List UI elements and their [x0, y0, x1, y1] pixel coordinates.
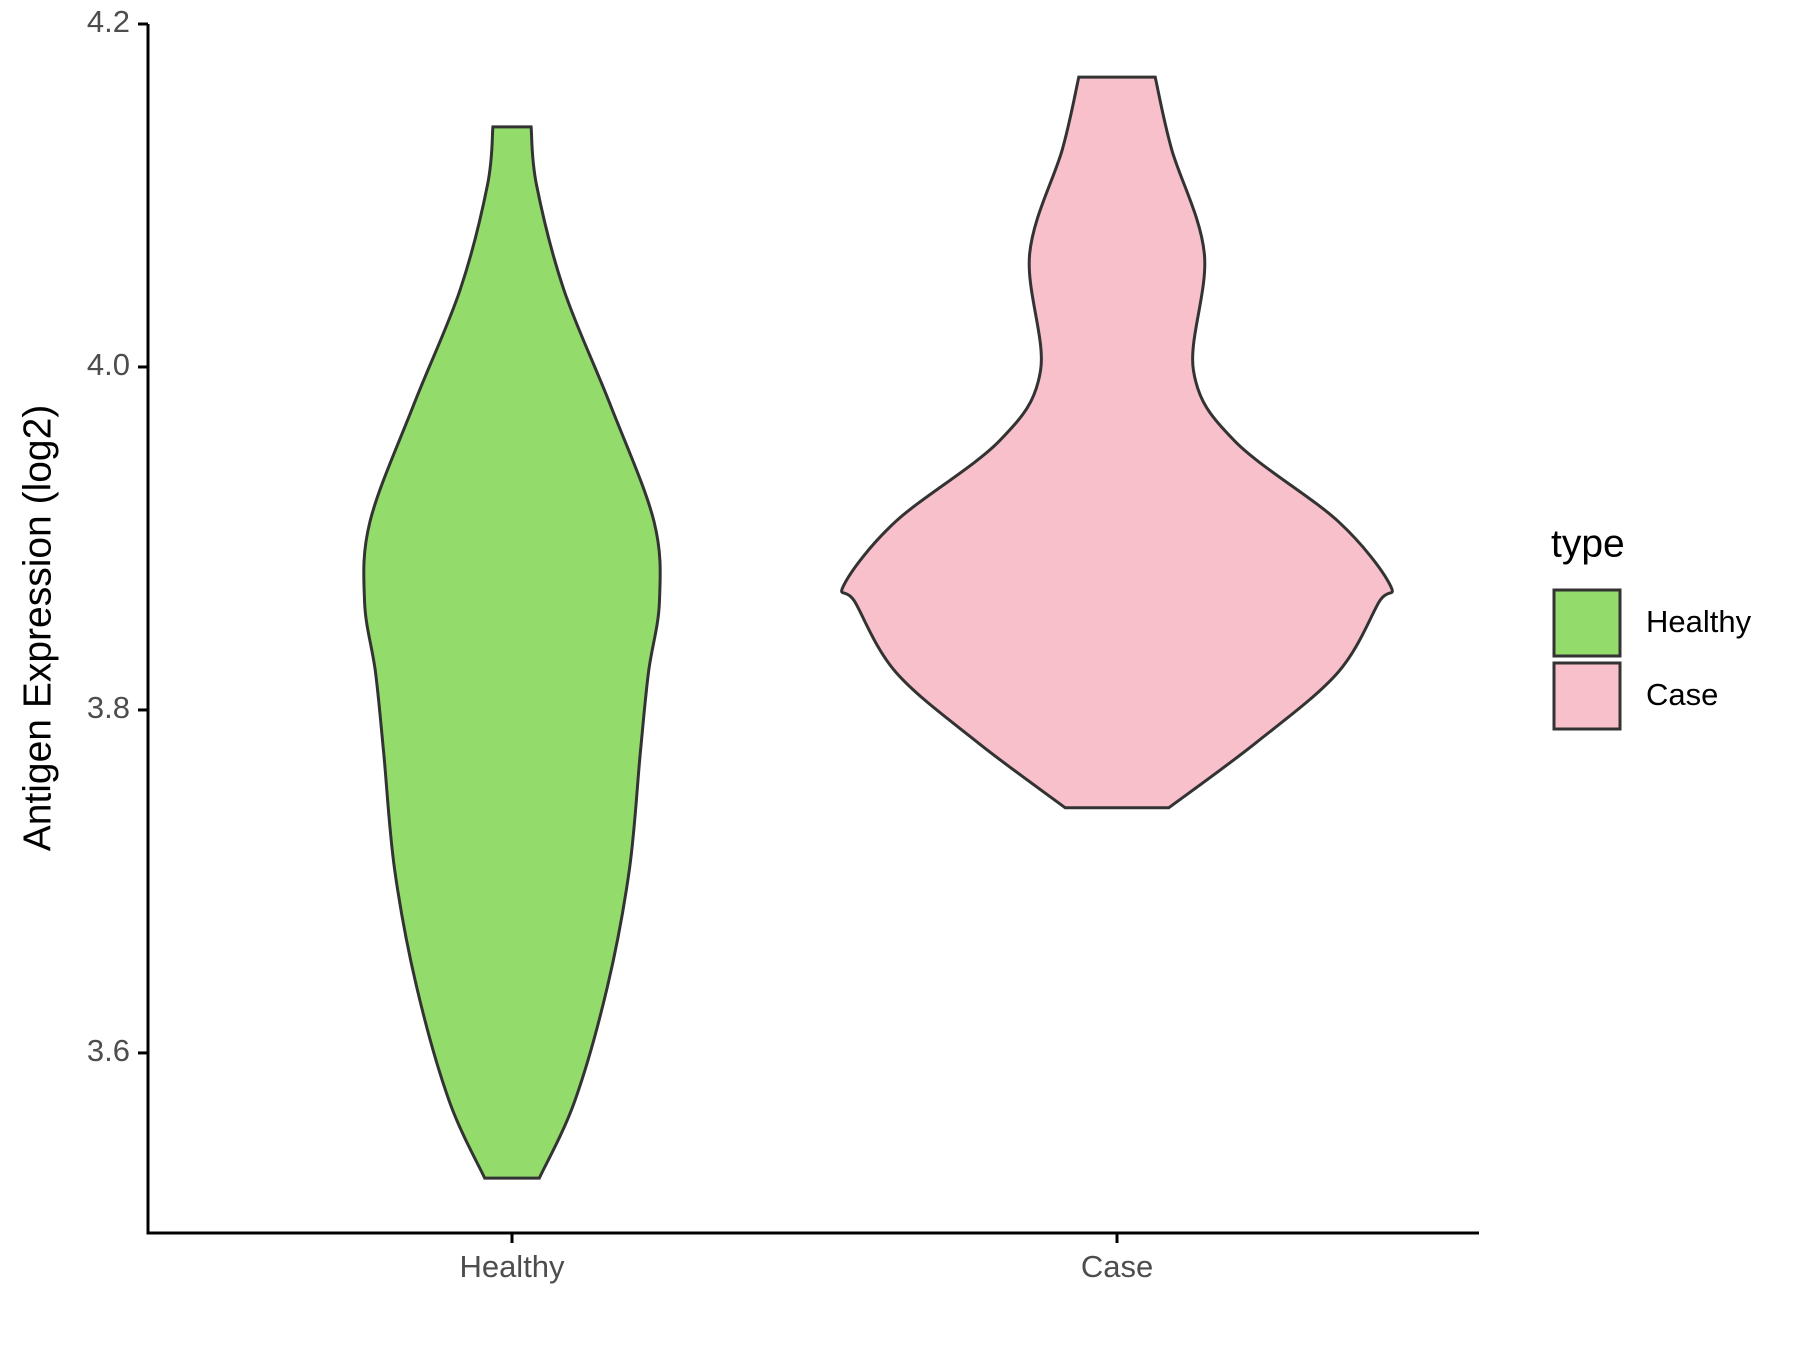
legend-swatch [1552, 588, 1622, 658]
x-tick-label: Healthy [459, 1249, 565, 1284]
legend-label: Healthy [1646, 604, 1752, 639]
legend-title: type [1551, 522, 1625, 565]
y-tick-label: 3.6 [87, 1033, 130, 1068]
violin [840, 75, 1394, 810]
x-tick-label: Case [1081, 1249, 1153, 1284]
legend-label: Case [1646, 677, 1718, 712]
y-tick-label: 4.2 [87, 4, 130, 39]
violin [362, 125, 662, 1180]
y-tick-label: 3.8 [87, 690, 130, 725]
legend-swatch [1552, 661, 1622, 731]
y-axis-title: Antigen Expression (log2) [16, 405, 59, 852]
y-tick-label: 4.0 [87, 347, 130, 382]
